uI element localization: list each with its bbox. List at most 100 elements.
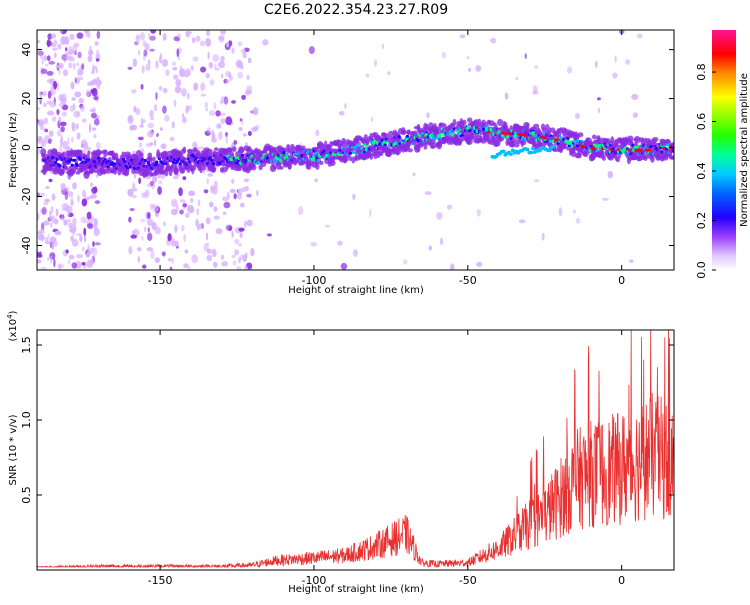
spectrogram-noise-dot bbox=[49, 210, 52, 217]
snr-y-multiplier-exponent: 4 bbox=[6, 314, 14, 319]
spectrogram-noise-dot bbox=[68, 222, 73, 229]
spectrogram-noise-dot bbox=[466, 56, 470, 60]
spectrogram-noise-dot bbox=[128, 216, 132, 223]
spectrogram-noise-dot bbox=[181, 224, 185, 232]
spectrogram-noise-dot bbox=[426, 112, 430, 119]
spectrogram-noise-dot bbox=[172, 175, 179, 180]
spectrogram-noise-dot bbox=[231, 178, 235, 184]
spectrogram-ridge-outer bbox=[61, 151, 67, 159]
spectrogram-noise-dot bbox=[173, 99, 177, 108]
spectrogram-ridge-outer bbox=[181, 157, 188, 161]
spectrogram-noise-dot bbox=[221, 261, 229, 267]
spectrogram-noise-dot bbox=[60, 126, 65, 133]
spectrogram-noise-dot bbox=[597, 107, 600, 114]
snr-panel: -150 -100 -50 0 0.5 1.0 1.5 Height of straigh… bbox=[6, 310, 675, 595]
spectrogram-noise-dot bbox=[229, 188, 236, 194]
spectrogram-ridge-outer bbox=[149, 156, 153, 163]
spectrogram-noise-dot bbox=[220, 117, 226, 124]
spectrogram-noise-dot bbox=[149, 181, 154, 187]
spectrogram-ridge-outer bbox=[406, 129, 411, 135]
spectrogram-noise-dot bbox=[150, 250, 155, 260]
spectrogram-noise-dot bbox=[241, 121, 244, 125]
spectrogram-ridge-outer bbox=[237, 167, 242, 172]
spectrogram-noise-dot bbox=[127, 115, 134, 124]
spectrogram-noise-dot bbox=[87, 244, 90, 252]
spectrogram-ridge-outer bbox=[395, 149, 400, 156]
spectrogram-noise-dot bbox=[71, 122, 77, 132]
spectrogram-noise-dot bbox=[76, 76, 80, 82]
spectrogram-ridge-core bbox=[649, 144, 653, 149]
spectrogram-noise-dot bbox=[85, 253, 91, 258]
spectrogram-noise-dot bbox=[239, 232, 243, 239]
spectrogram-noise-dot bbox=[37, 136, 43, 143]
spectrogram-ridge-core bbox=[211, 162, 216, 166]
spectrogram-ridge-outer bbox=[591, 134, 597, 140]
snr-frame bbox=[36, 329, 675, 571]
spectrogram-noise-dot bbox=[48, 60, 56, 65]
spectrogram-ridge-outer bbox=[452, 118, 457, 126]
spectrogram-ridge-outer bbox=[617, 154, 621, 159]
spectrogram-noise-dot bbox=[141, 236, 144, 241]
spectrogram-noise-dot bbox=[46, 70, 54, 76]
spectrogram-ridge-outer bbox=[430, 142, 437, 149]
spectrogram-noise-dot bbox=[58, 68, 61, 76]
spectrogram-noise-dot bbox=[213, 102, 217, 110]
snr-x-tick-label: -50 bbox=[459, 574, 477, 587]
spectrogram-ridge-core bbox=[671, 148, 674, 152]
spectrogram-noise-dot bbox=[80, 216, 88, 224]
spectrogram-noise-dot bbox=[43, 220, 50, 226]
spectrogram-ridge-outer bbox=[87, 150, 91, 155]
spectrogram-ridge-outer bbox=[363, 134, 368, 139]
spectrogram-noise-dot bbox=[205, 232, 209, 241]
spectrogram-noise-dot bbox=[130, 89, 137, 94]
spectrogram-noise-dot bbox=[91, 87, 98, 97]
spectrogram-noise-dot bbox=[76, 132, 81, 140]
spectrogram-ridge-outer bbox=[250, 164, 257, 171]
spectrogram-ridge-outer bbox=[97, 150, 103, 155]
spectrogram-noise-dot bbox=[131, 182, 136, 192]
spectrogram-noise-dot bbox=[76, 110, 81, 118]
spectrogram-noise-dot bbox=[56, 108, 60, 115]
spectrogram-noise-dot bbox=[46, 198, 51, 203]
spectrogram-noise-dot bbox=[56, 129, 62, 137]
spectrogram-noise-dot bbox=[82, 118, 87, 123]
spectrogram-noise-dot bbox=[86, 223, 94, 229]
spectrogram-ridge-outer bbox=[602, 155, 606, 161]
spectrogram-noise-dot bbox=[128, 245, 133, 255]
spectrogram-noise-dot bbox=[94, 65, 98, 70]
spectrogram-noise-dot bbox=[69, 228, 76, 233]
spectrogram-noise-dot bbox=[61, 111, 67, 117]
spectrogram-noise-dot bbox=[68, 62, 73, 69]
spectrogram-noise-dot bbox=[575, 112, 580, 120]
spectrogram-noise-dot bbox=[136, 246, 142, 252]
spectrogram-noise-dot bbox=[298, 206, 304, 216]
spectrogram-noise-dot bbox=[188, 190, 196, 197]
spectrogram-noise-dot bbox=[144, 43, 150, 51]
spectrogram-noise-dot bbox=[95, 174, 99, 178]
spectrogram-ridge-core bbox=[595, 149, 599, 153]
spectrogram-noise-dot bbox=[181, 88, 187, 97]
spectrogram-noise-dot bbox=[83, 227, 87, 236]
spectrogram-noise-dot bbox=[143, 49, 148, 57]
spectrogram-noise-dot bbox=[72, 62, 76, 71]
spectrogram-noise-dot bbox=[153, 104, 158, 112]
spectrogram-noise-dot bbox=[61, 214, 64, 220]
spectrogram-noise-dot bbox=[146, 218, 154, 227]
spectrogram-noise-dot bbox=[387, 71, 391, 76]
spectrogram-noise-dot bbox=[244, 220, 247, 228]
colorbar-tick-label: 0.0 bbox=[695, 261, 708, 279]
spectrogram-noise-dot bbox=[52, 116, 57, 122]
spectrogram-y-ticks: 40 20 0 -20 -40 bbox=[20, 43, 674, 254]
spectrogram-noise-dot bbox=[152, 204, 159, 213]
spectrogram-ridge-outer bbox=[75, 154, 83, 158]
spectrogram-noise-dot bbox=[156, 133, 159, 138]
spectrogram-noise-dot bbox=[212, 54, 220, 63]
spectrogram-noise-dot bbox=[154, 139, 157, 147]
spectrogram-noise-dot bbox=[71, 238, 79, 247]
spectrogram-noise-dot bbox=[541, 232, 545, 241]
spectrogram-noise-dot bbox=[72, 217, 77, 226]
spectrogram-noise-dot bbox=[61, 53, 68, 61]
spectrogram-noise-dot bbox=[137, 136, 144, 141]
colorbar: 0.0 0.2 0.4 0.6 0.8 Normalized spectral ampl… bbox=[695, 30, 750, 279]
spectrogram-ridge-outer bbox=[456, 133, 461, 139]
